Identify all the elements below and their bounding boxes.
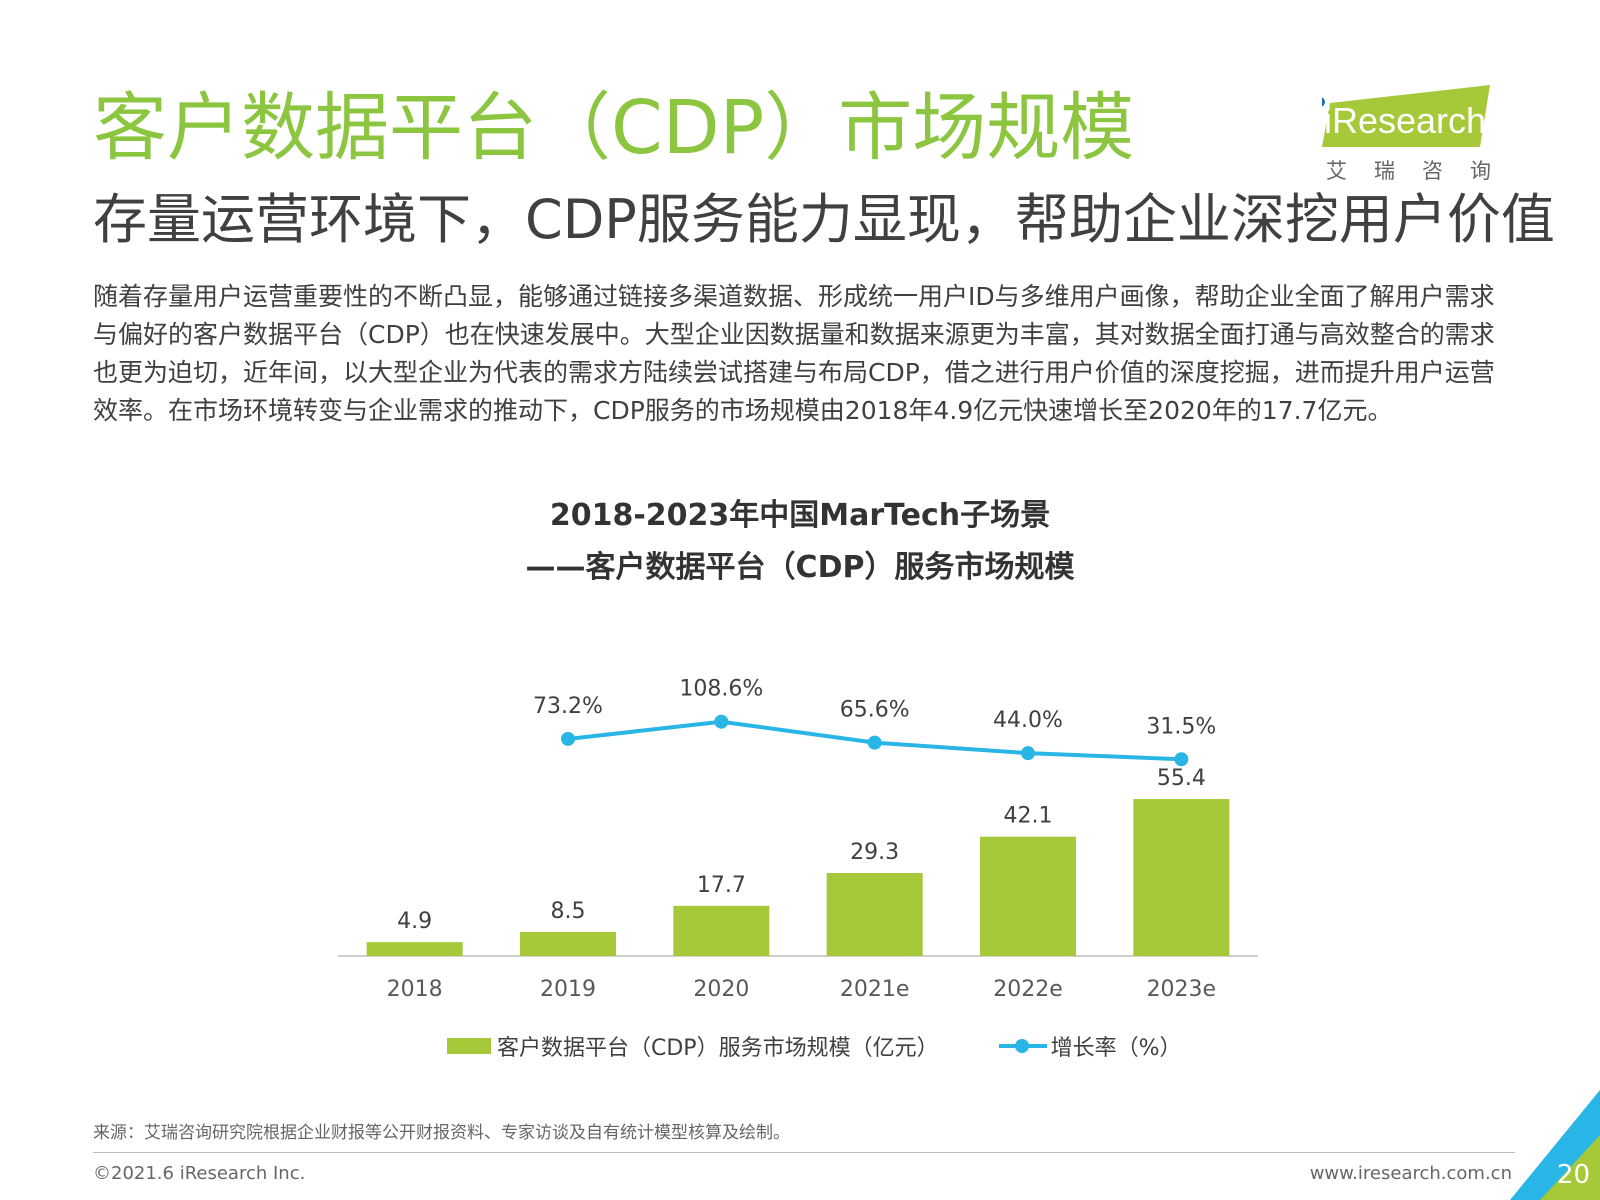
line-data-label: 65.6% (840, 698, 910, 723)
chart-title-line1: 2018-2023年中国MarTech子场景 (549, 498, 1051, 533)
page-subtitle: 存量运营环境下，CDP服务能力显现，帮助企业深挖用户价值 (93, 188, 1555, 251)
line-data-label: 44.0% (993, 708, 1063, 733)
line-point (1021, 746, 1035, 761)
page-title: 客户数据平台（CDP）市场规模 (93, 85, 1135, 171)
website-link[interactable]: www.iresearch.com.cn (1309, 1163, 1512, 1184)
line-point (1174, 752, 1189, 767)
line-point (561, 731, 575, 746)
source-note: 来源：艾瑞咨询研究院根据企业财报等公开财报资料、专家访谈及自有统计模型核算及绘制… (93, 1123, 790, 1143)
bar (980, 836, 1076, 956)
chart: 4.9 2018 8.5 2019 17.7 2020 29.3 2021e 42.1 2022e… (338, 677, 1258, 1002)
x-tick-label: 2021e (840, 977, 910, 1002)
bar (1133, 799, 1230, 956)
chart-legend: 客户数据平台（CDP）服务市场规模（亿元） 增长率（%） (447, 1030, 1241, 1062)
chart-title-line2: ——客户数据平台（CDP）服务市场规模 (525, 550, 1075, 585)
x-tick-label: 2019 (540, 977, 596, 1002)
corner-decoration (1510, 1090, 1600, 1200)
legend-line-label: 增长率（%） (1050, 1036, 1182, 1061)
x-tick-label: 2020 (693, 977, 749, 1002)
line-data-label: 73.2% (533, 694, 603, 719)
bar-data-label: 17.7 (697, 873, 746, 898)
logo-graphic: iResearch (1322, 85, 1490, 147)
legend-line-swatch (998, 1036, 1047, 1056)
bar-data-label: 29.3 (850, 840, 899, 865)
logo-text: iResearch (1324, 100, 1486, 141)
iresearch-logo: iResearch 艾瑞咨询 (1322, 85, 1522, 185)
legend-item-bars: 客户数据平台（CDP）服务市场规模（亿元） (447, 1030, 939, 1062)
logo-cn-text: 艾瑞咨询 (1326, 159, 1518, 183)
line-data-label: 108.6% (679, 677, 763, 702)
bar (366, 942, 463, 956)
x-tick-label: 2023e (1147, 977, 1217, 1002)
x-tick-label: 2018 (387, 977, 443, 1002)
line-data-label: 31.5% (1146, 714, 1216, 739)
line-point (867, 735, 882, 750)
bar-data-label: 42.1 (1004, 804, 1053, 829)
bar-data-label: 8.5 (551, 899, 586, 924)
bar-data-label: 55.4 (1157, 766, 1206, 791)
legend-bar-label: 客户数据平台（CDP）服务市场规模（亿元） (497, 1036, 939, 1061)
x-tick-label: 2022e (993, 977, 1063, 1002)
page-number: 20 (1556, 1160, 1590, 1190)
line-point (714, 714, 729, 729)
bar (520, 931, 616, 956)
bar-data-label: 4.9 (397, 909, 432, 934)
bar (826, 872, 923, 956)
legend-bar-swatch (447, 1038, 491, 1054)
footer-divider (93, 1152, 1515, 1153)
legend-item-line: 增长率（%） (998, 1030, 1182, 1062)
bar (673, 905, 770, 956)
copyright: ©2021.6 iResearch Inc. (93, 1163, 306, 1184)
body-paragraph: 随着存量用户运营重要性的不断凸显，能够通过链接多渠道数据、形成统一用户ID与多维… (93, 282, 1495, 425)
